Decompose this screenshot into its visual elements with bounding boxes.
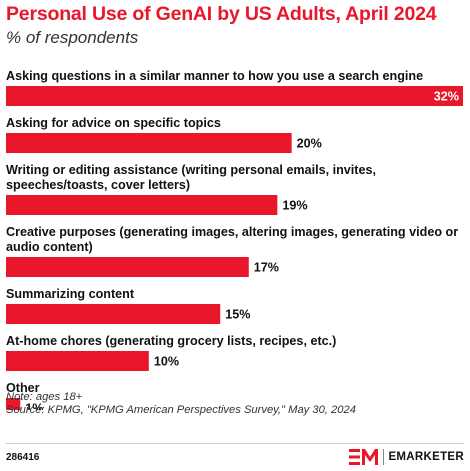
category-label: At-home chores (generating grocery lists… — [6, 334, 336, 348]
bar — [6, 304, 221, 324]
chart-note: Note: ages 18+ — [6, 391, 83, 403]
value-label: 15% — [225, 308, 250, 322]
bar — [6, 133, 292, 153]
chart-subtitle: % of respondents — [6, 28, 139, 47]
brand-divider — [383, 449, 385, 465]
category-label: Other — [6, 381, 40, 395]
category-label: speeches/toasts, cover letters) — [6, 178, 190, 192]
value-label: 10% — [154, 355, 179, 369]
chart-source: Source: KPMG, "KPMG American Perspective… — [6, 404, 356, 416]
value-label: 20% — [297, 137, 322, 151]
value-label: 17% — [254, 261, 279, 275]
footer-divider — [6, 443, 464, 444]
chart-title: Personal Use of GenAI by US Adults, Apri… — [6, 3, 437, 25]
brand-logo: EMARKETER — [349, 448, 464, 466]
em-logo-icon — [349, 449, 379, 465]
category-label: Writing or editing assistance (writing p… — [6, 163, 376, 177]
bar-chart: Asking questions in a similar manner to … — [6, 69, 463, 411]
category-label: Creative purposes (generating images, al… — [6, 225, 458, 239]
bar — [6, 86, 463, 106]
bar — [6, 398, 21, 410]
category-label: Summarizing content — [6, 287, 135, 301]
bar — [6, 195, 278, 215]
category-label: Asking questions in a similar manner to … — [6, 69, 423, 83]
value-label: 32% — [434, 90, 459, 104]
category-label: audio content) — [6, 240, 93, 254]
bar — [6, 257, 249, 277]
value-label: 1% — [25, 402, 43, 411]
chart-id: 286416 — [6, 452, 40, 463]
brand-text: EMARKETER — [388, 451, 464, 463]
category-label: Asking for advice on specific topics — [6, 116, 221, 130]
bar — [6, 351, 149, 371]
value-label: 19% — [282, 199, 307, 213]
